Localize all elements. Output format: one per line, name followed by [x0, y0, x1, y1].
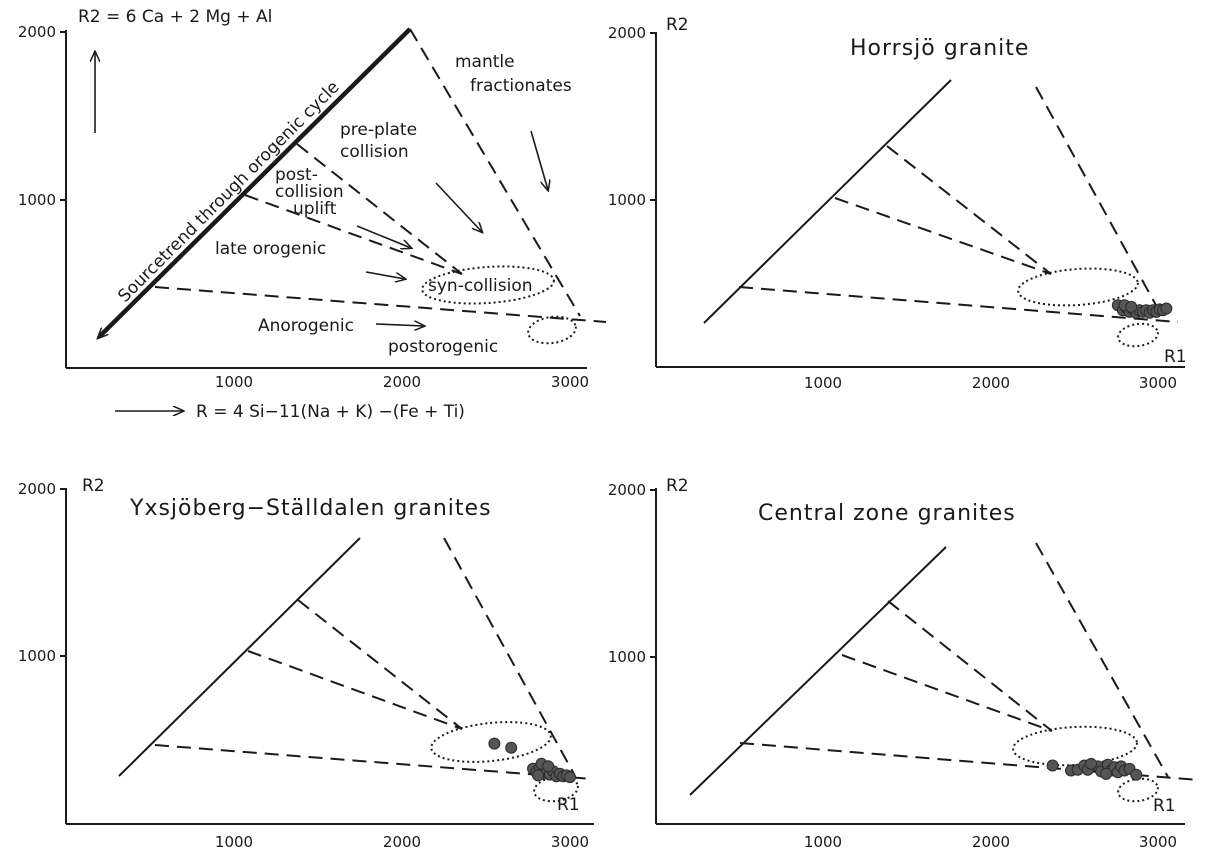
- y-tick-label-2000: 2000: [18, 480, 56, 498]
- sample-points: [1046, 757, 1143, 781]
- x-axis-label: R1: [1153, 796, 1176, 816]
- panel-yxsjoberg: 1000 2000 R2 1000 2000 3000 R1 Yxsjöberg…: [18, 476, 594, 851]
- sample-points: [1111, 299, 1173, 319]
- panel-horrsjo: 1000 2000 R2 1000 2000 3000 R1 Horrsjö g…: [608, 15, 1187, 392]
- x-axis-label: R1: [1164, 347, 1187, 367]
- anorogenic-label: Anorogenic: [258, 316, 354, 336]
- y-tick-label-2000: 2000: [18, 23, 56, 41]
- x-tick-label-3000: 3000: [551, 833, 589, 851]
- sourcetrend-line: [689, 546, 947, 796]
- x-tick-label-1000: 1000: [215, 373, 253, 391]
- x-tick-label-1000: 1000: [804, 833, 842, 851]
- preplate-label-2: collision: [340, 142, 409, 162]
- postcollision-arrow-icon: [356, 225, 411, 248]
- x-axis-label: R1: [557, 795, 580, 815]
- data-point: [1130, 768, 1143, 781]
- sourcetrend-arrow-icon: [98, 312, 124, 338]
- mantle-boundary-line: [409, 28, 581, 317]
- syn-collision-field: [430, 721, 552, 763]
- mantle-label-2: fractionates: [470, 76, 572, 96]
- sourcetrend-line: [703, 79, 952, 324]
- data-point: [542, 760, 555, 773]
- data-point: [1046, 759, 1059, 772]
- data-point: [564, 771, 576, 784]
- y-tick-label-1000: 1000: [18, 647, 56, 665]
- x-tick-label-2000: 2000: [972, 374, 1010, 392]
- postcollision-boundary-line: [244, 194, 463, 275]
- x-tick-label-2000: 2000: [383, 833, 421, 851]
- post-label-3: uplift: [293, 199, 337, 219]
- postcollision-boundary-line: [834, 197, 1052, 275]
- mantle-label-1: mantle: [455, 52, 515, 72]
- syn-collision-label: syn-collision: [428, 276, 533, 296]
- panel-title: Yxsjöberg−Ställdalen granites: [129, 496, 492, 521]
- data-point: [1125, 300, 1138, 313]
- data-point: [532, 769, 545, 782]
- mantle-arrow-icon: [530, 130, 548, 190]
- syn-collision-field: [421, 265, 555, 305]
- x-tick-label-3000: 3000: [551, 373, 589, 391]
- r2-formula-label: R2 = 6 Ca + 2 Mg + Al: [78, 7, 272, 27]
- y-tick-label-1000: 1000: [608, 648, 646, 666]
- data-point: [1160, 302, 1173, 315]
- anorogenic-boundary-line: [738, 286, 1179, 323]
- postorogenic-field: [527, 315, 577, 345]
- mantle-boundary-line: [443, 537, 575, 775]
- y-tick-label-2000: 2000: [608, 481, 646, 499]
- data-point: [1085, 757, 1098, 770]
- x-tick-label-1000: 1000: [215, 833, 253, 851]
- preplate-boundary-line: [886, 145, 1052, 275]
- x-tick-label-2000: 2000: [972, 833, 1010, 851]
- preplate-boundary-line: [297, 599, 463, 730]
- mantle-boundary-line: [1035, 542, 1169, 778]
- y-tick-label-1000: 1000: [608, 191, 646, 209]
- sourcetrend-line: [99, 27, 412, 337]
- postorogenic-field: [1117, 777, 1159, 803]
- postorogenic-field: [1117, 322, 1159, 348]
- panel-legend: 1000 2000 1000 2000 3000 R2 = 6 Ca + 2 M…: [18, 7, 607, 422]
- postorogenic-label: postorogenic: [388, 337, 498, 357]
- preplate-arrow-icon: [435, 182, 482, 232]
- r1-formula-label: R = 4 Si−11(Na + K) −(Fe + Ti): [196, 402, 465, 422]
- x-tick-label-3000: 3000: [1139, 833, 1177, 851]
- late-orogenic-label: late orogenic: [215, 239, 326, 259]
- post-label-1: post-: [275, 165, 318, 185]
- anorogenic-boundary-line: [154, 286, 607, 323]
- data-point: [505, 741, 518, 754]
- panel-title: Horrsjö granite: [850, 36, 1029, 61]
- syn-collision-field: [1012, 725, 1138, 767]
- preplate-label-1: pre-plate: [340, 120, 417, 140]
- y-tick-label-1000: 1000: [18, 191, 56, 209]
- mantle-boundary-line: [1035, 86, 1164, 319]
- anorogenic-boundary-line: [154, 744, 593, 780]
- sample-points: [488, 737, 576, 784]
- data-point: [1100, 767, 1113, 780]
- postcollision-boundary-line: [247, 650, 463, 730]
- preplate-boundary-line: [296, 143, 463, 275]
- data-point: [488, 737, 501, 750]
- syn-collision-field: [1017, 267, 1139, 307]
- y-axis-label: R2: [666, 15, 689, 35]
- x-tick-label-2000: 2000: [383, 373, 421, 391]
- x-tick-label-1000: 1000: [804, 374, 842, 392]
- y-axis-label: R2: [666, 476, 689, 496]
- preplate-boundary-line: [887, 600, 1053, 732]
- panel-title: Central zone granites: [758, 501, 1016, 526]
- post-label-2: collision: [275, 182, 344, 202]
- y-axis-label: R2: [82, 476, 105, 496]
- x-tick-label-3000: 3000: [1139, 374, 1177, 392]
- anorogenic-arrow-icon: [375, 324, 424, 326]
- late-orogenic-arrow-icon: [365, 271, 405, 279]
- postcollision-boundary-line: [841, 654, 1053, 732]
- sourcetrend-line: [118, 537, 361, 777]
- panel-central-zone: 1000 2000 R2 1000 2000 3000 R1 Central z…: [608, 476, 1199, 851]
- y-tick-label-2000: 2000: [608, 24, 646, 42]
